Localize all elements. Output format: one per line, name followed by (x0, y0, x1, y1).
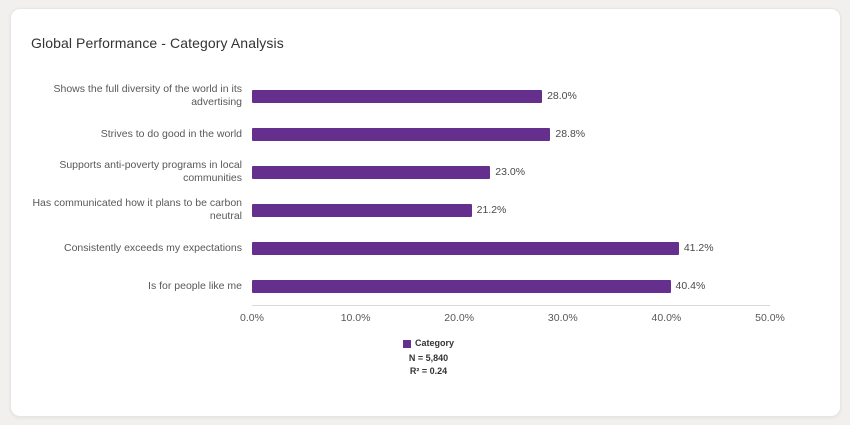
category-label: Consistently exceeds my expectations (63, 241, 242, 254)
category-label: Supports anti-poverty programs in local … (59, 159, 242, 184)
x-axis-ticks: 0.0% 10.0% 20.0% 30.0% 40.0% 50.0% (240, 305, 785, 329)
bar-track: 23.0% (252, 153, 770, 191)
category-label: Has communicated how it plans to be carb… (32, 197, 242, 222)
legend-series[interactable]: Category (402, 337, 454, 350)
value-label: 28.0% (547, 90, 577, 102)
value-label: 21.2% (476, 204, 507, 216)
bar-track: 40.4% (252, 267, 770, 305)
x-tick-label: 30.0% (547, 312, 578, 324)
bar[interactable] (252, 241, 679, 255)
x-tick-label: 40.0% (651, 312, 682, 324)
chart-card: Global Performance - Category Analysis S… (10, 8, 841, 417)
value-label: 28.8% (555, 128, 586, 140)
bar-track: 41.2% (252, 229, 770, 267)
value-label: 41.2% (683, 242, 714, 254)
category-label: Is for people like me (148, 279, 242, 292)
x-tick-label: 20.0% (444, 312, 475, 324)
chart-title: Global Performance - Category Analysis (31, 35, 284, 51)
bar-row: Consistently exceeds my expectations 41.2… (17, 229, 840, 267)
bar-row: Strives to do good in the world 28.8% (17, 115, 840, 153)
legend-n-label: N = 5,840 (408, 352, 449, 363)
value-label: 23.0% (495, 166, 526, 178)
bar-track: 28.8% (252, 115, 770, 153)
bar-row: Has communicated how it plans to be carb… (17, 191, 840, 229)
legend-swatch-icon (402, 339, 411, 348)
x-axis: 0.0% 10.0% 20.0% 30.0% 40.0% 50.0% (17, 305, 840, 329)
bar[interactable] (252, 89, 543, 103)
chart-legend: Category N = 5,840 R² = 0.24 (17, 337, 840, 378)
bar-chart: Shows the full diversity of the world in… (11, 77, 840, 378)
value-label: 40.4% (675, 280, 706, 292)
bar-row: Supports anti-poverty programs in local … (17, 153, 840, 191)
bar[interactable] (252, 279, 671, 293)
axis-spacer (17, 305, 252, 329)
x-tick-label: 0.0% (240, 312, 264, 324)
bar-rows: Shows the full diversity of the world in… (17, 77, 840, 305)
x-tick-label: 50.0% (755, 312, 785, 324)
bar[interactable] (252, 127, 551, 141)
bar-track: 28.0% (252, 77, 770, 115)
bar-track: 21.2% (252, 191, 770, 229)
bar[interactable] (252, 203, 472, 217)
legend-r2-label: R² = 0.24 (409, 365, 448, 376)
legend-series-label: Category (414, 338, 454, 348)
category-label: Shows the full diversity of the world in… (53, 83, 243, 108)
bar[interactable] (252, 165, 491, 179)
category-label: Strives to do good in the world (100, 127, 242, 140)
bar-row: Shows the full diversity of the world in… (17, 77, 840, 115)
x-tick-label: 10.0% (340, 312, 371, 324)
bar-row: Is for people like me 40.4% (17, 267, 840, 305)
